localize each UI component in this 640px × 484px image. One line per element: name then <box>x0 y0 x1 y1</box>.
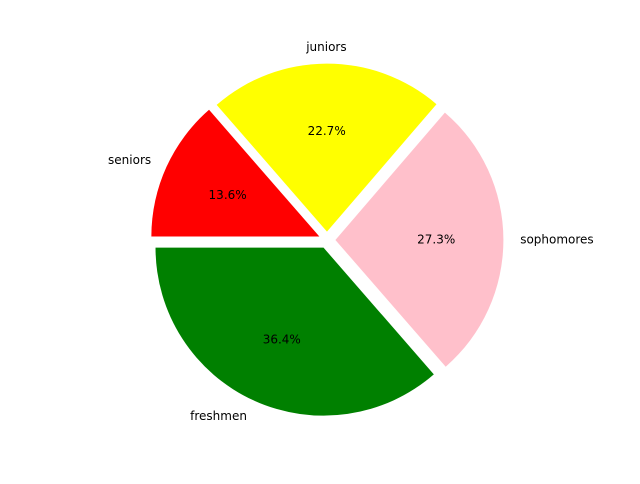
pie-slice-juniors <box>216 63 437 232</box>
pie-slice-freshmen <box>155 247 434 416</box>
percent-label-seniors: 13.6% <box>209 188 247 202</box>
pie-slice-sophomores <box>335 112 504 367</box>
pie-slice-seniors <box>151 109 320 237</box>
category-label-sophomores: sophomores <box>520 232 594 246</box>
category-label-freshmen: freshmen <box>190 409 247 423</box>
percent-label-juniors: 22.7% <box>308 124 346 138</box>
category-label-juniors: juniors <box>305 40 346 54</box>
labels-layer: 36.4% freshmen 27.3% sophomores 22.7% juniors… <box>108 40 594 423</box>
percent-label-sophomores: 27.3% <box>417 233 455 247</box>
category-label-seniors: seniors <box>108 153 151 167</box>
slices-layer <box>151 63 504 416</box>
percent-label-freshmen: 36.4% <box>263 332 301 346</box>
